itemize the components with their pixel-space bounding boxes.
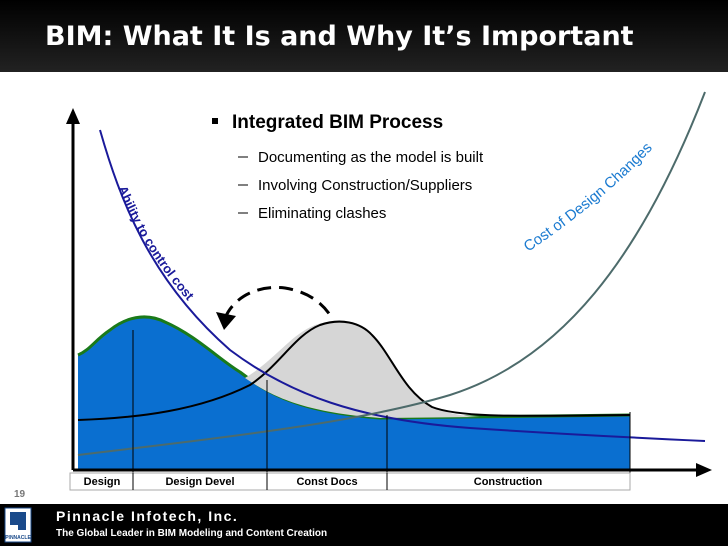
logo-mark xyxy=(10,512,26,530)
phase-bar xyxy=(69,472,631,491)
phase-labels: Design Design Devel Const Docs Construction xyxy=(84,476,543,488)
bullet-item: Documenting as the model is built xyxy=(258,149,484,166)
cost-curve xyxy=(77,91,706,456)
footer-bar xyxy=(0,504,728,546)
x-axis-arrow xyxy=(696,463,712,477)
title: BIM: What It Is and Why It’s Important xyxy=(45,21,634,52)
phase-label: Design Devel xyxy=(165,476,234,488)
tagline: The Global Leader in BIM Modeling and Co… xyxy=(56,528,327,539)
title-bar xyxy=(0,0,728,72)
bullet-items: Documenting as the model is built Involvi… xyxy=(238,149,484,222)
ability-curve xyxy=(99,129,706,442)
shift-arrow xyxy=(223,285,335,321)
page-number: 19 xyxy=(14,489,26,500)
bullet-heading: Integrated BIM Process xyxy=(232,112,443,133)
phase-label: Design xyxy=(84,476,121,488)
traditional-curve xyxy=(77,320,631,421)
phase-label: Construction xyxy=(474,476,543,488)
phase-label: Const Docs xyxy=(296,476,357,488)
bim-effort-area xyxy=(245,321,480,418)
bullet-square xyxy=(212,118,218,124)
logo-text: PINNACLE xyxy=(5,535,31,541)
y-axis-arrow xyxy=(66,108,80,124)
company: Pinnacle Infotech, Inc. xyxy=(56,508,238,524)
shift-arrow-head xyxy=(216,312,236,330)
bullet-item: Involving Construction/Suppliers xyxy=(258,177,472,194)
bullet-item: Eliminating clashes xyxy=(258,205,386,222)
